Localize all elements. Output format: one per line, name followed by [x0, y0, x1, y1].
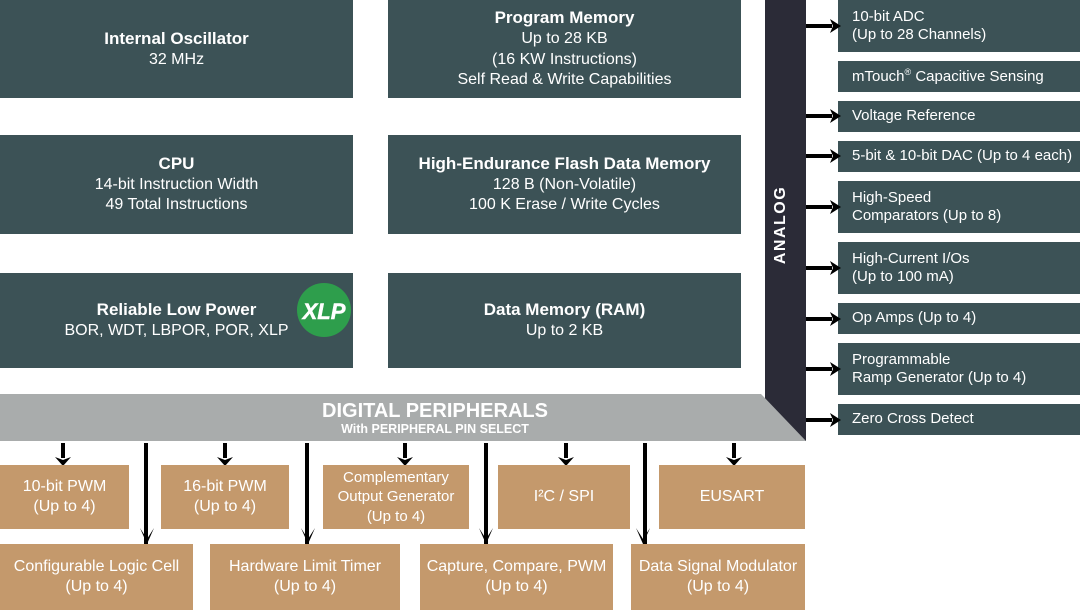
svg-text:With PERIPHERAL PIN SELECT: With PERIPHERAL PIN SELECT [341, 422, 529, 436]
svg-text:ANALOG: ANALOG [772, 186, 789, 264]
svg-text:DIGITAL PERIPHERALS: DIGITAL PERIPHERALS [322, 400, 548, 422]
svg-text:XLP: XLP [301, 299, 346, 324]
